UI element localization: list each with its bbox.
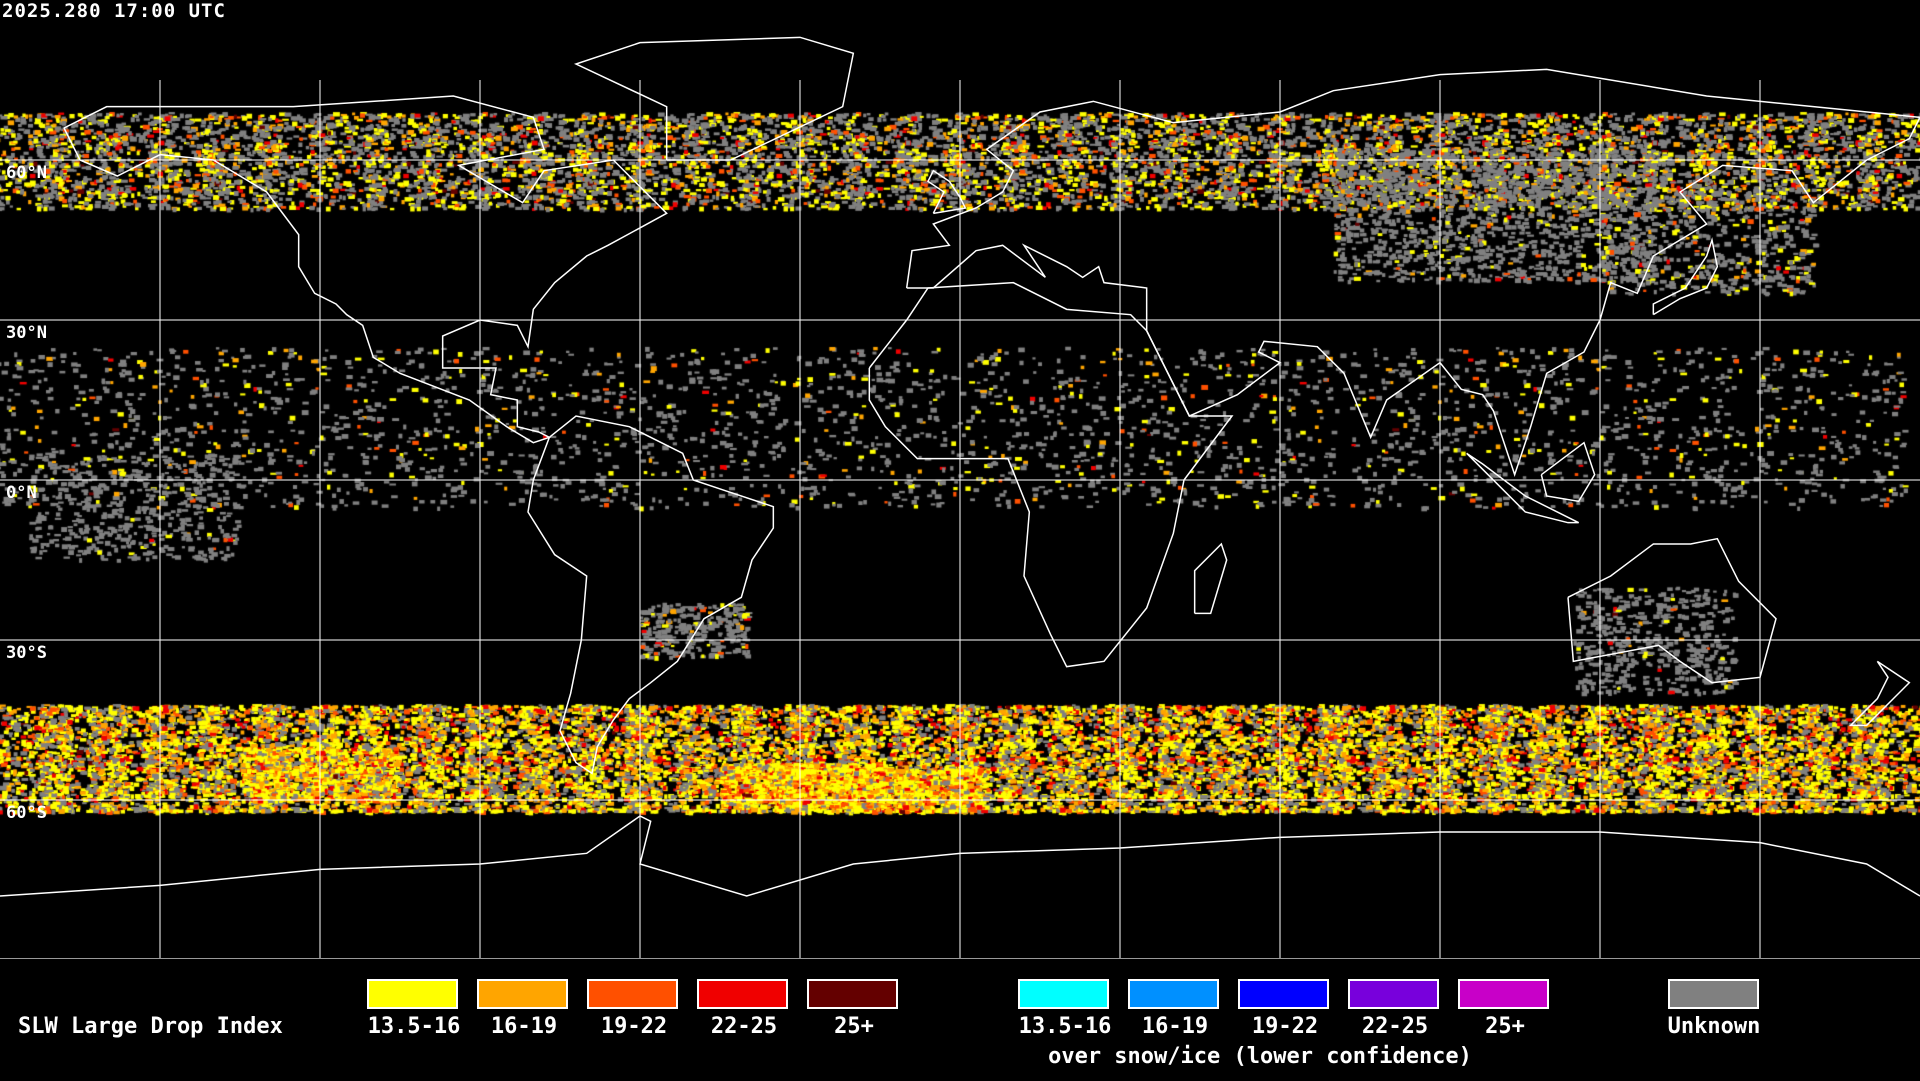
lat-label-0n: 0°N [6,483,37,503]
legend-label: 19-22 [1251,1014,1319,1039]
coastline-greenland [573,36,855,161]
coastline-madagascar [1193,542,1228,615]
legend: SLW Large Drop Index 13.5-16 16-19 19-22… [0,958,1920,1081]
swatch-magenta [1458,979,1549,1009]
snow-ice-caption: over snow/ice (lower confidence) [1048,1044,1472,1069]
swatch-orange [477,979,568,1009]
legend-label: 16-19 [1141,1014,1209,1039]
coastline-australia [1567,537,1777,684]
legend-label: 19-22 [600,1014,668,1039]
coastline-great-britain [927,169,967,215]
legend-label: 25+ [834,1014,874,1039]
lat-label-30s: 30°S [6,643,47,663]
lat-label-30n: 30°N [6,323,47,343]
legend-title: SLW Large Drop Index [18,1014,283,1039]
swatch-light-blue [1128,979,1219,1009]
legend-label: 22-25 [1361,1014,1429,1039]
swatch-cyan [1018,979,1109,1009]
legend-label: 25+ [1485,1014,1525,1039]
swatch-yellow [367,979,458,1009]
legend-label: 13.5-16 [1018,1014,1112,1039]
coastline-japan [1652,237,1719,316]
legend-label-unknown: Unknown [1667,1014,1761,1039]
timestamp: 2025.280 17:00 UTC [2,0,226,22]
swatch-blue [1238,979,1329,1009]
coastline-antarctica [0,815,1920,897]
coastline-borneo [1540,441,1596,503]
coastline-new-zealand [1848,660,1911,727]
coastline-south-america [527,415,775,775]
legend-label: 13.5-16 [367,1014,461,1039]
coastline-eurasia [905,68,1920,478]
legend-label: 22-25 [710,1014,778,1039]
lat-label-60n: 60°N [6,163,47,183]
swatch-unknown [1668,979,1759,1009]
swatch-red [697,979,788,1009]
legend-label: 16-19 [490,1014,558,1039]
swatch-red-orange [587,979,678,1009]
swatch-violet [1348,979,1439,1009]
coastlines-and-grid [0,36,1920,958]
swatch-dark-red [807,979,898,1009]
lat-label-60s: 60°S [6,803,47,823]
slw-map: 2025.280 17:00 UTC 60°N 30°N 0°N 30°S 60… [0,0,1920,958]
coastline-africa [868,281,1234,668]
coastline-north-america [63,95,668,444]
coastline-indonesia [1466,452,1580,524]
